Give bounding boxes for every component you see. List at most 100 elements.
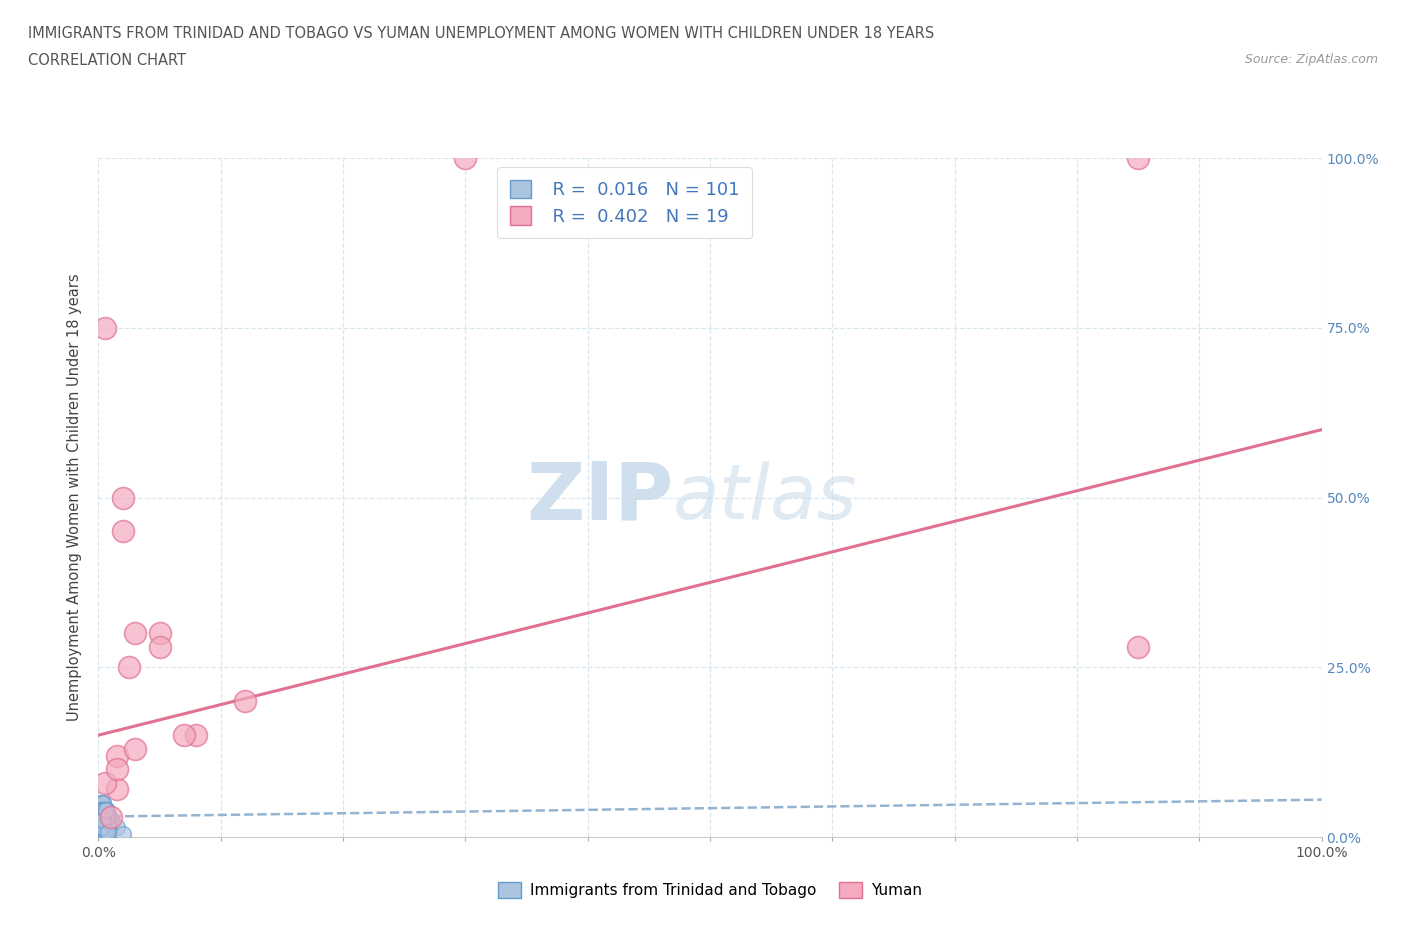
Point [89,824,111,839]
Point [93,320,115,335]
Legend: Immigrants from Trinidad and Tobago, Yuman: Immigrants from Trinidad and Tobago, Yum… [492,876,928,904]
Point [100,813,122,828]
Point [96,813,118,828]
Point [91,819,114,834]
Point [93,824,115,839]
Point [90,809,112,824]
Point [89,824,111,839]
Point [91,813,114,828]
Point [94,809,117,824]
Point [91,819,114,834]
Point [91,796,114,811]
Point [89,803,111,817]
Point [97,824,120,839]
Point [94,803,117,817]
Point [91,824,114,839]
Point [90,813,112,828]
Point [96,819,118,834]
Point [91,813,114,828]
Point [90,803,112,817]
Point [111,827,134,842]
Point [90,803,112,817]
Point [89,819,111,834]
Point [94,819,117,834]
Point [89,816,111,830]
Point [90,819,112,834]
Point [91,809,114,824]
Point [93,824,115,839]
Point [90,796,112,811]
Point [94,809,117,824]
Point [93,819,115,834]
Point [105,782,128,797]
Point [90,803,112,817]
Point [100,809,122,824]
Point [91,824,114,839]
Point [91,813,114,828]
Point [105,748,128,763]
Point [91,819,114,834]
Point [96,809,118,824]
Text: CORRELATION CHART: CORRELATION CHART [28,53,186,68]
Point [93,813,115,828]
Point [97,819,120,834]
Point [96,805,118,820]
Text: Source: ZipAtlas.com: Source: ZipAtlas.com [1244,53,1378,66]
Point [91,805,114,820]
Point [100,813,122,828]
Point [91,803,114,817]
Point [90,803,112,817]
Point [90,809,112,824]
Point [91,803,114,817]
Point [94,803,117,817]
Point [124,741,146,756]
Point [91,803,114,817]
Point [96,813,118,828]
Point [94,803,117,817]
Point [91,813,114,828]
Point [91,803,114,817]
Point [149,640,172,655]
Point [111,490,134,505]
Point [97,819,120,834]
Point [233,694,256,709]
Point [91,813,114,828]
Point [97,824,120,839]
Point [90,813,112,828]
Point [186,727,208,742]
Point [93,824,115,839]
Point [1128,640,1150,655]
Point [89,824,111,839]
Point [173,727,195,742]
Point [90,803,112,817]
Point [93,803,115,817]
Point [91,796,114,811]
Point [90,813,112,828]
Point [91,824,114,839]
Point [90,819,112,834]
Text: ZIP: ZIP [526,458,673,537]
Point [1128,151,1150,166]
Point [90,796,112,811]
Point [90,824,112,839]
Point [118,660,141,675]
Point [96,813,118,828]
Point [91,803,114,817]
Point [90,824,112,839]
Point [111,525,134,539]
Point [93,809,115,824]
Point [89,813,111,828]
Point [91,813,114,828]
Point [94,809,117,824]
Point [91,813,114,828]
Y-axis label: Unemployment Among Women with Children Under 18 years: Unemployment Among Women with Children U… [67,273,83,722]
Point [97,824,120,839]
Point [94,824,117,839]
Point [91,824,114,839]
Text: atlas: atlas [673,460,858,535]
Point [93,776,115,790]
Point [96,819,118,834]
Point [94,819,117,834]
Point [90,809,112,824]
Point [149,626,172,641]
